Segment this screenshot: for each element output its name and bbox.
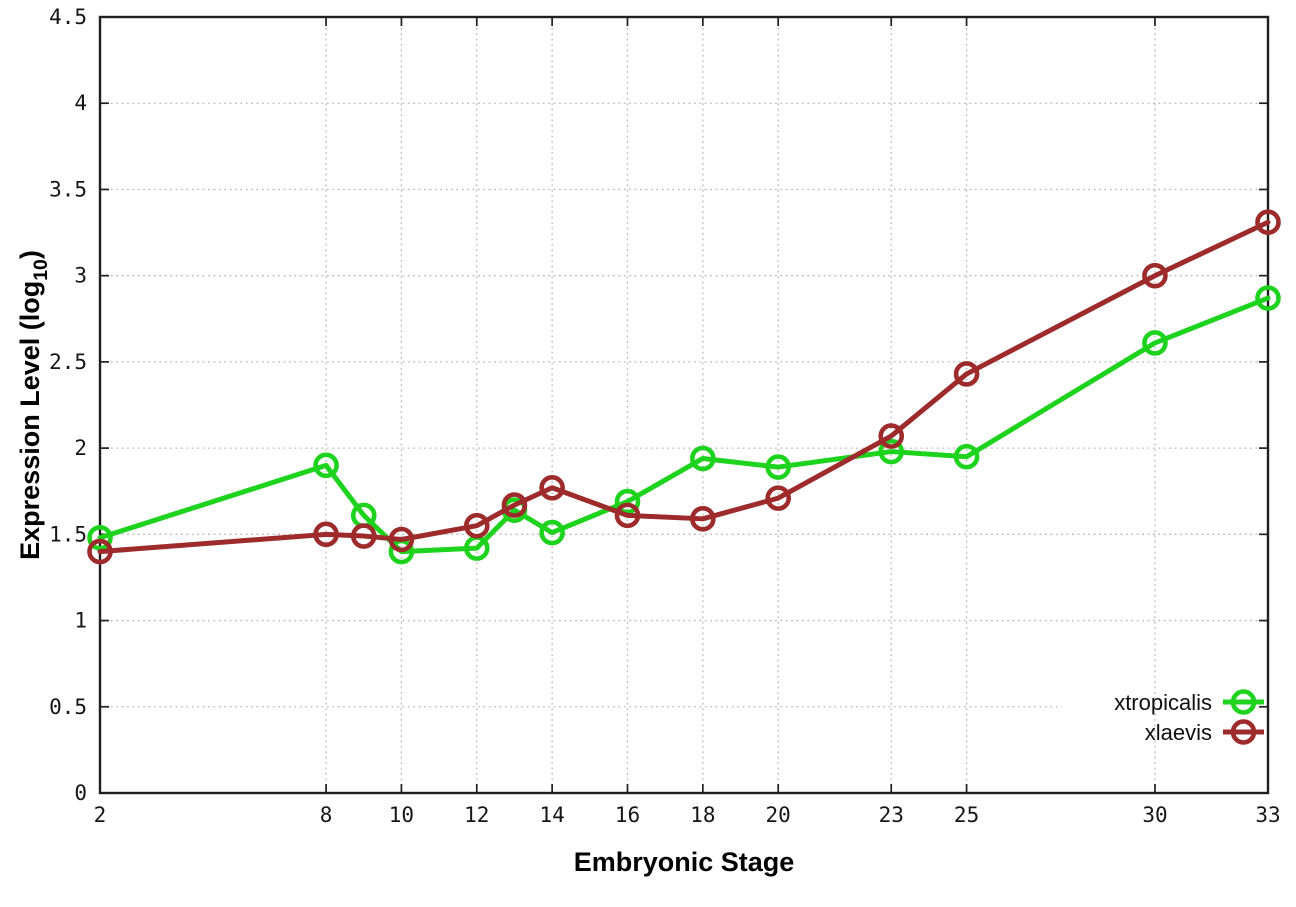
y-tick-label: 4 [74, 91, 87, 115]
data-point-xlaevis [690, 506, 716, 532]
x-axis-title: Embryonic Stage [574, 847, 795, 877]
data-point-xlaevis [765, 485, 791, 511]
x-tick-label: 2 [94, 803, 107, 827]
y-tick-label: 4.5 [49, 5, 87, 29]
y-tick-label: 3 [74, 264, 87, 288]
y-tick-label: 1.5 [49, 522, 87, 546]
legend-label-xlaevis: xlaevis [1145, 720, 1212, 745]
data-point-xlaevis [1255, 209, 1281, 236]
x-tick-label: 23 [879, 803, 904, 827]
data-point-xlaevis [350, 523, 377, 549]
data-point-xlaevis [313, 521, 339, 548]
x-tick-label: 12 [464, 803, 489, 827]
data-point-xtropicalis [690, 445, 716, 472]
data-point-xlaevis [1142, 262, 1168, 289]
x-tick-label: 25 [954, 803, 979, 827]
y-tick-label: 3.5 [49, 177, 87, 201]
x-tick-label: 16 [615, 803, 640, 827]
data-point-xtropicalis [878, 438, 905, 465]
data-point-xtropicalis [87, 524, 113, 551]
data-point-xlaevis [953, 361, 980, 387]
y-tick-label: 0.5 [49, 695, 87, 719]
data-point-xlaevis [388, 526, 415, 553]
legend-marker-xlaevis [1230, 719, 1257, 745]
data-point-xtropicalis [614, 488, 641, 515]
data-point-xtropicalis [1255, 285, 1281, 311]
y-tick-label: 1 [74, 609, 87, 633]
data-point-xtropicalis [765, 454, 791, 480]
legend-marker-xtropicalis [1230, 689, 1257, 715]
legend-label-xtropicalis: xtropicalis [1114, 690, 1212, 715]
x-tick-label: 10 [389, 803, 414, 827]
data-point-xlaevis [539, 474, 565, 501]
data-point-xlaevis [878, 423, 905, 449]
y-tick-label: 0 [74, 781, 87, 805]
series-line-xtropicalis [97, 295, 1271, 555]
data-point-xtropicalis [953, 443, 980, 470]
x-tick-label: 14 [539, 803, 564, 827]
plot-border [98, 15, 1270, 795]
data-point-xlaevis [463, 512, 490, 539]
x-tick-label: 33 [1255, 803, 1280, 827]
y-tick-label: 2 [74, 436, 87, 460]
y-tick-label: 2.5 [49, 350, 87, 374]
data-point-xlaevis [501, 492, 528, 518]
x-tick-label: 20 [766, 803, 791, 827]
data-point-xlaevis [87, 538, 113, 565]
x-tick-label: 8 [320, 803, 333, 827]
x-tick-label: 30 [1142, 803, 1167, 827]
y-axis-title: Expression Level (log10) [15, 250, 52, 560]
data-point-xlaevis [614, 502, 641, 529]
data-point-xtropicalis [539, 519, 565, 546]
data-point-xtropicalis [313, 452, 339, 479]
data-point-xtropicalis [1142, 330, 1168, 356]
series-line-xlaevis [97, 219, 1271, 555]
x-tick-label: 18 [690, 803, 715, 827]
